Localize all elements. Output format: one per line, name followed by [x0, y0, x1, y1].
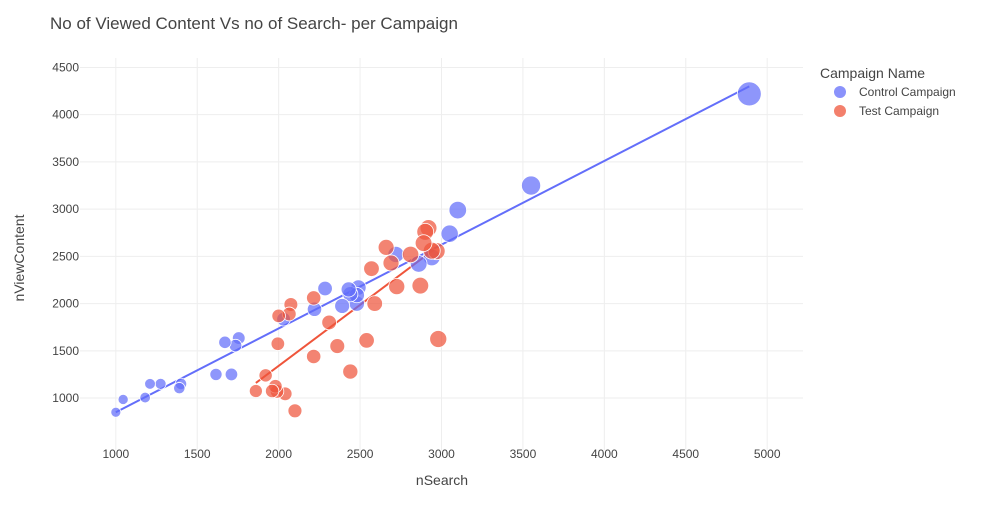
point-test-campaign[interactable]	[306, 348, 322, 365]
point-control-campaign[interactable]	[139, 391, 151, 404]
point-test-campaign[interactable]	[287, 403, 303, 419]
point-test-campaign[interactable]	[429, 330, 448, 348]
point-test-campaign[interactable]	[382, 254, 400, 272]
point-test-campaign[interactable]	[377, 238, 395, 256]
point-test-campaign[interactable]	[363, 260, 380, 277]
y-tick-label: 1000	[52, 391, 79, 405]
x-tick-label: 3000	[428, 447, 455, 461]
point-control-campaign[interactable]	[224, 367, 239, 382]
y-tick-label: 3000	[52, 202, 79, 216]
y-tick-label: 2500	[52, 249, 79, 263]
chart-title: No of Viewed Content Vs no of Search- pe…	[50, 14, 458, 33]
point-control-campaign[interactable]	[173, 382, 186, 395]
data-points	[110, 81, 762, 419]
point-control-campaign[interactable]	[110, 406, 122, 418]
y-axis-title: nViewContent	[11, 214, 27, 301]
x-tick-label: 2000	[265, 447, 292, 461]
legend-item-control[interactable]: Control Campaign	[834, 85, 956, 99]
legend: Campaign Name Control Campaign Test Camp…	[820, 65, 956, 118]
point-test-campaign[interactable]	[358, 332, 375, 349]
x-tick-label: 4500	[672, 447, 699, 461]
point-test-campaign[interactable]	[388, 278, 406, 296]
point-control-campaign[interactable]	[154, 377, 167, 390]
point-test-campaign[interactable]	[321, 314, 337, 331]
point-control-campaign[interactable]	[317, 280, 333, 297]
point-control-campaign[interactable]	[736, 81, 762, 107]
point-control-campaign[interactable]	[340, 281, 357, 298]
point-test-campaign[interactable]	[414, 234, 433, 252]
point-test-campaign[interactable]	[306, 290, 322, 306]
y-tick-label: 4500	[52, 60, 79, 74]
point-test-campaign[interactable]	[342, 363, 359, 380]
point-test-campaign[interactable]	[366, 295, 383, 312]
point-control-campaign[interactable]	[209, 367, 223, 381]
x-tick-label: 4000	[591, 447, 618, 461]
y-tick-label: 2000	[52, 297, 79, 311]
point-control-campaign[interactable]	[117, 393, 129, 405]
x-tick-label: 5000	[754, 447, 781, 461]
point-test-campaign[interactable]	[411, 276, 430, 295]
y-tick-label: 3500	[52, 155, 79, 169]
legend-item-test[interactable]: Test Campaign	[834, 104, 939, 118]
point-control-campaign[interactable]	[334, 298, 351, 314]
point-control-campaign[interactable]	[521, 175, 542, 196]
x-axis-title: nSearch	[416, 472, 468, 488]
point-test-campaign[interactable]	[329, 338, 346, 354]
legend-title: Campaign Name	[820, 65, 925, 81]
trendline-test-campaign	[255, 248, 436, 384]
x-tick-label: 2500	[347, 447, 374, 461]
tick-labels: 1000 1500 2000 2500 3000 3500 4000 4500 5000 1000…	[52, 60, 781, 461]
x-tick-label: 1000	[102, 447, 129, 461]
point-test-campaign[interactable]	[265, 383, 280, 399]
point-test-campaign[interactable]	[271, 308, 286, 324]
point-test-campaign[interactable]	[248, 384, 263, 398]
legend-marker-test	[834, 105, 846, 117]
point-control-campaign[interactable]	[144, 378, 156, 390]
point-test-campaign[interactable]	[270, 336, 286, 351]
legend-label-control: Control Campaign	[859, 85, 956, 99]
point-test-campaign[interactable]	[401, 245, 420, 264]
point-control-campaign[interactable]	[448, 200, 467, 220]
y-tick-label: 4000	[52, 108, 79, 122]
point-test-campaign[interactable]	[258, 368, 273, 383]
legend-label-test: Test Campaign	[859, 104, 939, 118]
x-tick-label: 3500	[510, 447, 537, 461]
y-tick-label: 1500	[52, 344, 79, 358]
point-control-campaign[interactable]	[218, 335, 232, 349]
point-control-campaign[interactable]	[440, 224, 459, 243]
x-tick-label: 1500	[184, 447, 211, 461]
legend-marker-control	[834, 86, 846, 98]
